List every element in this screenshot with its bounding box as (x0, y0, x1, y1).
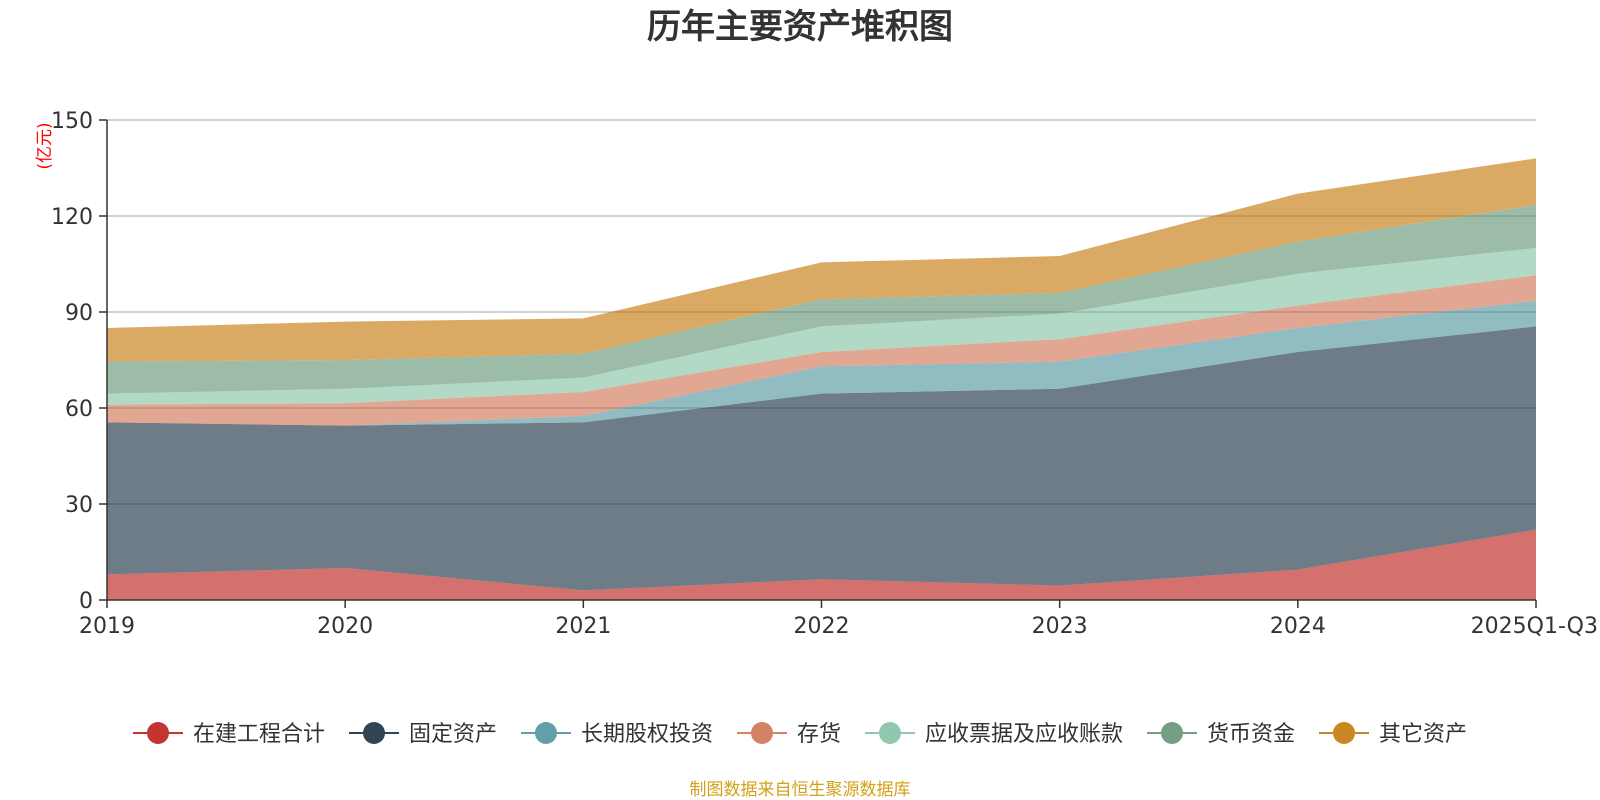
y-tick-label-30: 30 (65, 493, 93, 518)
area-series-2 (107, 326, 1536, 591)
legend-marker-icon (1161, 722, 1183, 744)
area-series-layer (107, 119, 1536, 600)
legend-item-2[interactable]: 固定资产 (349, 722, 497, 747)
legend-label: 存货 (797, 722, 841, 747)
y-tick-label-120: 120 (51, 205, 93, 230)
area-series-7 (107, 158, 1536, 362)
y-tick-label-60: 60 (65, 397, 93, 422)
legend-item-6[interactable]: 货币资金 (1147, 722, 1295, 747)
area-series-1 (107, 529, 1536, 600)
legend-marker-icon (147, 722, 169, 744)
legend-label: 其它资产 (1379, 722, 1467, 747)
x-tick-label-2019: 2019 (79, 614, 135, 639)
legend-marker-icon (535, 722, 557, 744)
legend-label: 在建工程合计 (193, 722, 325, 747)
legend-label: 货币资金 (1207, 722, 1295, 747)
legend-marker-icon (879, 722, 901, 744)
x-tick-label-2023: 2023 (1032, 614, 1088, 639)
x-tick-label-2020: 2020 (317, 614, 373, 639)
legend-marker-icon (363, 722, 385, 744)
legend-label: 固定资产 (409, 722, 497, 747)
axes: 0 30 60 90 120 150 2019 2020 2021 2022 2023 2024 202… (51, 109, 1598, 639)
legend-item-4[interactable]: 存货 (737, 722, 841, 747)
legend-label: 应收票据及应收账款 (925, 722, 1123, 747)
data-source-note: 制图数据来自恒生聚源数据库 (690, 780, 911, 800)
legend-item-7[interactable]: 其它资产 (1319, 722, 1467, 747)
legend-marker-icon (1333, 722, 1355, 744)
y-tick-label-150: 150 (51, 109, 93, 134)
legend-item-3[interactable]: 长期股权投资 (521, 722, 713, 747)
legend-marker-icon (751, 722, 773, 744)
x-tick-label-2025Q1-Q3: 2025Q1-Q3 (1471, 614, 1598, 639)
y-tick-label-0: 0 (79, 589, 93, 614)
legend-item-5[interactable]: 应收票据及应收账款 (865, 722, 1123, 747)
x-tick-label-2021: 2021 (555, 614, 611, 639)
y-tick-label-90: 90 (65, 301, 93, 326)
legend: 在建工程合计 固定资产 长期股权投资 存货 应收票据及应收账款 货币资金 其它资产 (133, 722, 1467, 747)
y-axis-unit-label: (亿元) (35, 122, 55, 169)
legend-label: 长期股权投资 (581, 722, 713, 747)
x-tick-label-2022: 2022 (794, 614, 850, 639)
legend-item-1[interactable]: 在建工程合计 (133, 722, 325, 747)
x-tick-label-2024: 2024 (1270, 614, 1326, 639)
area-series-4 (107, 275, 1536, 426)
chart-title: 历年主要资产堆积图 (647, 7, 953, 47)
